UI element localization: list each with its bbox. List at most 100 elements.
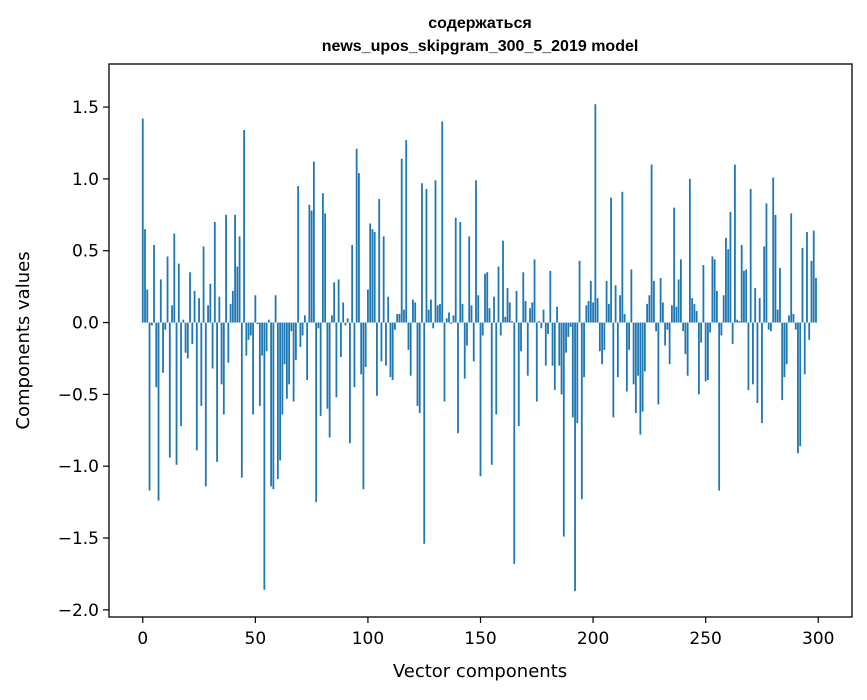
bar-59	[274, 295, 277, 323]
bar-78	[317, 322, 320, 329]
bar-23	[193, 290, 196, 323]
bar-158	[497, 266, 500, 323]
bar-92	[349, 322, 351, 444]
x-tick-label: 150	[464, 629, 496, 649]
bar-8	[159, 279, 162, 323]
bar-187	[562, 322, 565, 537]
bar-275	[761, 322, 763, 424]
bar-20	[186, 322, 189, 359]
bar-235	[670, 305, 673, 323]
bar-79	[319, 322, 322, 416]
bar-239	[679, 259, 682, 323]
bar-12	[168, 322, 171, 458]
bar-94	[353, 322, 356, 388]
bar-251	[707, 322, 709, 380]
y-tick-label: 0.0	[72, 314, 99, 334]
bar-113	[396, 313, 399, 323]
bar-238	[677, 279, 680, 323]
bar-48	[249, 322, 252, 336]
bar-140	[457, 322, 459, 434]
bar-215	[625, 322, 628, 392]
bar-188	[565, 322, 567, 353]
bar-193	[576, 322, 579, 424]
bar-62	[281, 322, 284, 415]
bar-177	[540, 322, 543, 329]
bar-15	[175, 322, 178, 465]
y-tick-label: 1.0	[72, 170, 99, 190]
bar-212	[619, 295, 621, 323]
bar-119	[409, 322, 412, 376]
bar-93	[351, 244, 354, 323]
bar-150	[479, 322, 482, 477]
bar-58	[272, 322, 275, 490]
bar-56	[267, 319, 270, 323]
bar-272	[754, 288, 757, 323]
bar-228	[655, 322, 658, 332]
bar-134	[443, 322, 446, 402]
x-tick-label: 250	[689, 629, 721, 649]
bar-256	[718, 322, 721, 491]
bar-52	[258, 322, 261, 406]
bar-261	[729, 211, 732, 323]
bar-288	[790, 213, 793, 323]
bar-255	[716, 290, 718, 323]
bar-166	[515, 290, 518, 323]
bar-111	[391, 322, 394, 380]
bar-9	[162, 322, 164, 373]
bar-82	[326, 322, 329, 409]
bar-243	[688, 178, 691, 323]
bar-202	[596, 298, 599, 323]
bar-67	[292, 322, 295, 402]
bar-108	[385, 322, 387, 366]
bar-240	[682, 322, 685, 332]
bar-21	[189, 272, 191, 323]
bar-127	[427, 309, 430, 323]
bar-171	[526, 322, 529, 376]
bar-133	[441, 121, 444, 323]
bar-123	[418, 322, 421, 414]
bar-200	[592, 302, 594, 323]
bar-100	[367, 289, 369, 323]
bar-209	[612, 322, 615, 418]
bar-249	[702, 265, 705, 323]
bar-276	[763, 246, 766, 323]
bar-199	[589, 280, 592, 323]
bar-81	[324, 213, 327, 323]
bar-106	[380, 322, 383, 362]
bar-104	[376, 322, 378, 396]
bar-69	[297, 186, 300, 323]
bar-174	[533, 259, 536, 323]
bar-157	[495, 322, 498, 415]
bar-279	[770, 322, 772, 332]
bar-160	[502, 240, 504, 323]
bar-63	[283, 322, 286, 365]
bar-49	[252, 322, 254, 415]
bar-289	[792, 313, 795, 323]
bar-213	[621, 191, 624, 323]
bar-27	[202, 246, 205, 323]
bar-137	[450, 322, 453, 324]
bar-124	[421, 183, 423, 323]
bar-298	[812, 230, 815, 323]
bar-208	[610, 197, 612, 323]
bar-223	[643, 322, 646, 372]
bar-159	[499, 322, 502, 336]
bar-214	[623, 313, 626, 323]
bar-68	[294, 322, 297, 360]
bar-248	[700, 322, 703, 343]
bar-278	[767, 322, 770, 330]
bar-89	[342, 302, 345, 323]
bar-201	[594, 104, 597, 323]
bar-121	[414, 302, 417, 323]
bar-224	[646, 303, 649, 323]
bar-245	[693, 303, 696, 323]
bar-1	[144, 229, 146, 323]
x-axis-ticks: 0 50 100 150 200 250 300	[137, 617, 834, 649]
bar-41	[234, 214, 236, 323]
bar-122	[416, 322, 419, 406]
bar-234	[668, 322, 671, 365]
y-tick-label: −1.5	[58, 529, 99, 549]
y-tick-label: −1.0	[58, 457, 99, 477]
bar-105	[378, 199, 381, 323]
